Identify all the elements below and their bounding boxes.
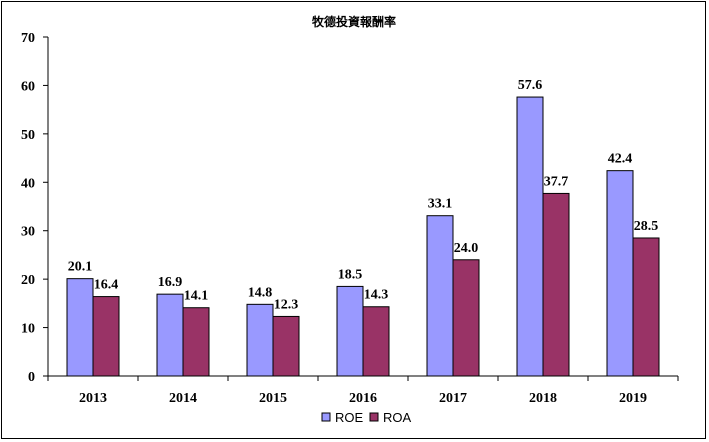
y-tick-label: 60: [21, 79, 35, 94]
x-tick-label: 2015: [259, 391, 287, 406]
y-tick-label: 50: [21, 128, 35, 143]
bar-roa: [452, 259, 480, 377]
data-label-roe: 18.5: [338, 267, 363, 282]
x-tick-label: 2014: [169, 391, 197, 406]
data-label-roa: 12.3: [274, 297, 299, 312]
data-label-roe: 57.6: [518, 78, 543, 93]
data-label-roe: 33.1: [428, 197, 453, 212]
legend-label-roe: ROE: [335, 410, 364, 425]
legend-label-roa: ROA: [383, 410, 412, 425]
y-tick-label: 40: [21, 176, 35, 191]
bar-roa: [542, 192, 570, 377]
data-label-roa: 14.1: [184, 289, 209, 304]
y-tick-label: 30: [21, 225, 35, 240]
data-label-roa: 16.4: [94, 278, 119, 293]
data-label-roa: 14.3: [364, 288, 389, 303]
y-tick-label: 20: [21, 273, 35, 288]
data-label-roa: 28.5: [634, 219, 659, 234]
legend-swatch-roe: [321, 412, 331, 422]
x-tick-label: 2019: [619, 391, 647, 406]
bar-roe: [66, 278, 94, 377]
x-tick-label: 2017: [439, 391, 467, 406]
data-label-roe: 16.9: [158, 275, 183, 290]
x-tick-label: 2016: [349, 391, 377, 406]
data-label-roa: 24.0: [454, 241, 479, 256]
bar-roa: [632, 237, 660, 377]
bar-roe: [426, 215, 454, 377]
y-tick-label: 0: [28, 370, 35, 385]
x-tick-label: 2013: [79, 391, 107, 406]
data-label-roa: 37.7: [544, 174, 569, 189]
data-labels: 20.116.4 16.914.1 14.812.3 18.514.3 33.1 24.0…: [68, 78, 659, 312]
data-label-roe: 14.8: [248, 285, 273, 300]
legend-swatch-roa: [369, 412, 379, 422]
bars: [66, 96, 660, 377]
chart-title: 牧德投資報酬率: [312, 14, 396, 29]
legend: ROE ROA: [321, 410, 412, 425]
bar-roa: [272, 315, 300, 377]
bar-roe: [516, 96, 544, 377]
axes: 0 10 20 30 40 50 60 70 2013 2014 2015 2016 2017 2018 2…: [21, 31, 679, 406]
bar-roe: [606, 170, 634, 377]
bar-roa: [92, 296, 120, 377]
bar-roe: [336, 285, 364, 377]
bar-roa: [182, 307, 210, 377]
data-label-roe: 20.1: [68, 260, 93, 275]
y-tick-label: 10: [21, 322, 35, 337]
data-label-roe: 42.4: [608, 152, 633, 167]
bar-roe: [156, 293, 184, 377]
bar-roe: [246, 303, 274, 377]
x-tick-label: 2018: [529, 391, 557, 406]
y-tick-label: 70: [21, 31, 35, 46]
bar-roa: [362, 306, 390, 377]
